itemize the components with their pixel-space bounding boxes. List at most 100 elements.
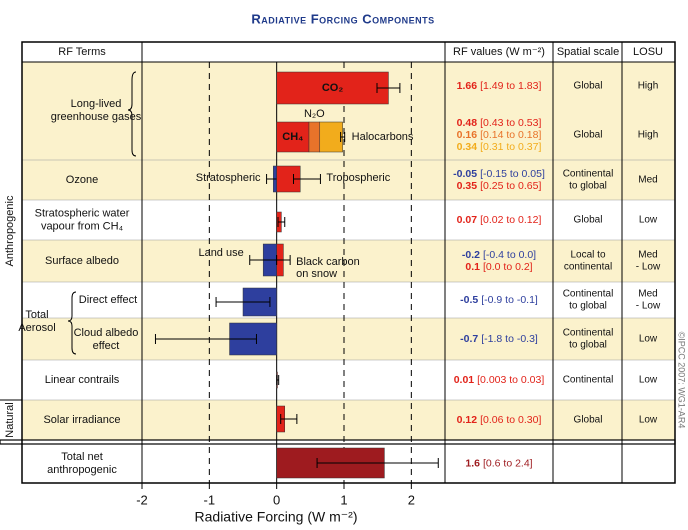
row-band [22,282,675,318]
spatial-scale: Global [574,415,603,426]
bar-annotation: CH₄ [282,131,303,143]
row-label: greenhouse gases [51,111,142,123]
brace [127,71,137,157]
losu: Low [639,215,658,226]
row-band [22,160,675,200]
rf-range: [-0.15 to 0.05] [480,168,545,180]
losu: Low [639,334,658,345]
bar-annotation: Tropospheric [326,172,390,184]
rf-number: 0.35 [457,180,478,192]
rf-value: 0.12 [0.06 to 0.30] [457,414,542,426]
spatial-scale: Continental [563,375,614,386]
bar-annotation: Black carbon [296,256,360,268]
rf-value: 1.6 [0.6 to 2.4] [465,457,532,469]
losu: High [638,130,659,141]
row-label: anthropogenic [47,464,117,476]
spatial-scale: Global [574,130,603,141]
rf-number: -0.5 [460,294,478,306]
rf-range: [1.49 to 1.83] [480,80,541,92]
rf-range: [-0.9 to -0.1] [481,294,538,306]
spatial-scale: Continental [563,328,614,339]
row-label: vapour from CH₄ [41,220,124,232]
losu: - Low [636,262,661,273]
chart-title: Radiative Forcing Components [251,11,434,26]
bar-annotation: Halocarbons [352,131,414,143]
row-label: Surface albedo [45,255,119,267]
aerosol-label: Total [25,309,48,321]
row-band [22,200,675,240]
spatial-scale: Local to [570,250,605,261]
row-band [22,110,675,160]
bar [319,121,343,153]
bar-annotation: on snow [296,268,337,280]
group-label: Natural [4,402,16,437]
rf-value: 0.16 [0.14 to 0.18] [457,129,542,141]
rf-number: 0.07 [457,214,478,226]
rf-number: 0.48 [457,117,478,129]
rf-range: [0.06 to 0.30] [480,414,541,426]
rf-value: -0.7 [-1.8 to -0.3] [460,333,538,345]
losu: - Low [636,301,661,312]
rf-number: 1.6 [465,457,480,469]
losu: High [638,81,659,92]
rf-range: [-1.8 to -0.3] [481,333,538,345]
losu: Low [639,415,658,426]
bar [308,121,321,153]
losu: Low [639,375,658,386]
x-tick-label: 0 [273,492,280,507]
rf-value: -0.5 [-0.9 to -0.1] [460,294,538,306]
x-tick-label: 2 [408,492,415,507]
spatial-scale: Continental [563,289,614,300]
row-label: Long-lived [71,98,122,110]
row-label: Ozone [66,174,98,186]
rf-range: [0.6 to 2.4] [483,457,533,469]
bar-annotation: N₂O [304,108,325,120]
rf-value: 0.01 [0.003 to 0.03] [454,374,545,386]
rf-number: -0.05 [453,168,477,180]
spatial-scale: Global [574,81,603,92]
rf-number: -0.7 [460,333,478,345]
rf-value: -0.2 [-0.4 to 0.0] [462,249,536,261]
rf-range: [0.25 to 0.65] [480,180,541,192]
bar [276,121,310,153]
rf-range: [0.43 to 0.53] [480,117,541,129]
aerosol-label: Aerosol [18,322,55,334]
losu: Med [638,175,657,186]
bar [276,71,389,105]
rf-range: [0.31 to 0.37] [480,141,541,153]
column-header: LOSU [633,46,663,58]
row-label: Stratospheric water [35,207,130,219]
bar-annotation: Stratospheric [196,172,261,184]
rf-range: [0.14 to 0.18] [480,129,541,141]
rf-range: [0.003 to 0.03] [477,374,544,386]
spatial-scale: Continental [563,169,614,180]
rf-value: 0.48 [0.43 to 0.53] [457,117,542,129]
row-band [22,400,675,440]
rf-range: [0.02 to 0.12] [480,214,541,226]
spatial-scale: to global [569,340,607,351]
rf-range: [0.0 to 0.2] [483,261,533,273]
rf-number: -0.2 [462,249,480,261]
x-tick-label: -2 [136,492,148,507]
rf-value: 0.35 [0.25 to 0.65] [457,180,542,192]
spatial-scale: to global [569,301,607,312]
row-band [22,240,675,282]
column-header: Spatial scale [557,46,619,58]
rf-number: 0.12 [457,414,478,426]
losu: Med [638,289,657,300]
x-axis-label: Radiative Forcing (W m⁻²) [195,509,358,525]
group-label: Anthropogenic [4,195,16,266]
rf-value: 0.07 [0.02 to 0.12] [457,214,542,226]
row-label: Direct effect [79,294,138,306]
rf-value: 1.66 [1.49 to 1.83] [457,80,542,92]
rf-number: 0.16 [457,129,478,141]
rf-value: 0.1 [0.0 to 0.2] [465,261,532,273]
row-label: Cloud albedo [74,327,139,339]
credit: ©IPCC 2007: WG1-AR4 [677,332,687,429]
spatial-scale: to global [569,181,607,192]
losu: Med [638,250,657,261]
column-header: RF values (W m⁻²) [453,46,545,58]
rf-range: [-0.4 to 0.0] [483,249,536,261]
section-divider [0,439,676,445]
